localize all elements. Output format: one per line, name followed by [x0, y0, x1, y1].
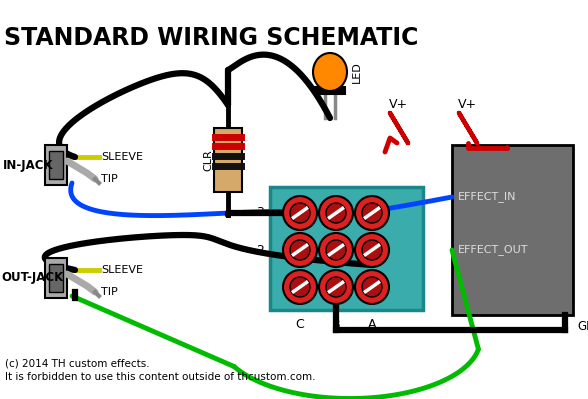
Text: A: A: [368, 318, 376, 331]
Circle shape: [355, 270, 389, 304]
Circle shape: [326, 277, 346, 297]
Text: CLR: CLR: [203, 149, 213, 171]
Text: B: B: [332, 318, 340, 331]
Text: IN-JACK: IN-JACK: [3, 158, 54, 172]
Circle shape: [290, 203, 310, 223]
Circle shape: [319, 270, 353, 304]
Text: 2: 2: [256, 243, 264, 257]
Bar: [452, 145, 573, 315]
Circle shape: [319, 196, 353, 230]
Text: EFFECT_IN: EFFECT_IN: [458, 192, 516, 202]
Circle shape: [290, 277, 310, 297]
Text: TIP: TIP: [101, 174, 118, 184]
Text: SLEEVE: SLEEVE: [101, 152, 143, 162]
Circle shape: [283, 233, 317, 267]
Circle shape: [355, 196, 389, 230]
Bar: [270, 187, 423, 310]
Circle shape: [326, 203, 346, 223]
Bar: [49, 264, 63, 292]
Text: C: C: [296, 318, 305, 331]
Text: SLEEVE: SLEEVE: [101, 265, 143, 275]
Text: STANDARD WIRING SCHEMATIC: STANDARD WIRING SCHEMATIC: [4, 26, 419, 50]
Circle shape: [362, 277, 382, 297]
Text: TIP: TIP: [101, 287, 118, 297]
Bar: [49, 151, 63, 179]
Text: V+: V+: [389, 98, 407, 111]
Circle shape: [362, 240, 382, 260]
Text: EFFECT_OUT: EFFECT_OUT: [458, 245, 529, 255]
Ellipse shape: [313, 53, 347, 91]
Circle shape: [283, 196, 317, 230]
Text: (c) 2014 TH custom effects.: (c) 2014 TH custom effects.: [5, 358, 149, 368]
Text: GND: GND: [577, 320, 588, 334]
Circle shape: [355, 233, 389, 267]
Bar: [45, 258, 67, 298]
Bar: [214, 128, 242, 192]
Circle shape: [290, 240, 310, 260]
Circle shape: [362, 203, 382, 223]
Circle shape: [283, 270, 317, 304]
Bar: [45, 145, 67, 185]
Circle shape: [326, 240, 346, 260]
Text: It is forbidden to use this content outside of thcustom.com.: It is forbidden to use this content outs…: [5, 372, 316, 382]
Text: LED: LED: [352, 61, 362, 83]
Text: 3: 3: [256, 207, 264, 219]
Bar: [315, 87, 345, 94]
Text: V+: V+: [457, 98, 476, 111]
Text: OUT-JACK: OUT-JACK: [1, 271, 64, 284]
Circle shape: [319, 233, 353, 267]
